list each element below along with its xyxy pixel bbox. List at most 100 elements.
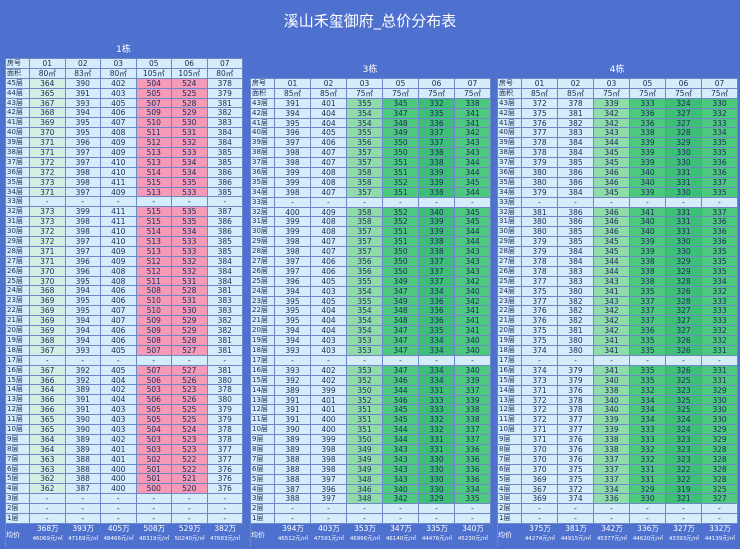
price-cell: 373: [30, 207, 66, 218]
price-cell: 372: [558, 484, 594, 495]
floor-label: 33层: [251, 197, 275, 208]
floor-label: 40层: [6, 128, 30, 139]
price-cell: 402: [101, 434, 137, 445]
price-cell: 392: [65, 375, 101, 386]
price-cell: 340: [630, 217, 666, 228]
unit-number: 07: [702, 79, 738, 89]
price-cell: 397: [311, 474, 347, 485]
price-cell: 376: [558, 435, 594, 445]
price-cell: 530: [172, 118, 208, 129]
price-cell: 337: [702, 207, 738, 218]
price-cell: 378: [522, 148, 558, 159]
price-cell: 397: [311, 494, 347, 505]
price-cell: 326: [666, 365, 702, 376]
price-cell: -: [666, 355, 702, 366]
price-cell: 346: [383, 395, 419, 406]
price-cell: 514: [136, 227, 172, 238]
floor-label: 10层: [498, 425, 522, 436]
price-cell: 348: [383, 306, 419, 317]
price-cell: 333: [630, 435, 666, 445]
price-cell: 340: [455, 346, 491, 356]
header-label: 房号: [6, 59, 30, 69]
floor-label: 2层: [6, 504, 30, 514]
price-cell: 356: [347, 266, 383, 277]
average-cell: 332万 44139元/㎡: [702, 524, 738, 548]
price-cell: 398: [275, 148, 311, 159]
price-cell: 379: [522, 237, 558, 248]
price-cell: 372: [30, 237, 66, 247]
price-cell: 401: [311, 405, 347, 416]
price-cell: 338: [455, 98, 491, 109]
price-cell: 513: [136, 237, 172, 247]
unit-area: 75㎡: [455, 88, 491, 99]
floor-label: 4层: [498, 484, 522, 495]
price-cell: 375: [558, 464, 594, 475]
price-cell: 525: [172, 405, 208, 416]
price-cell: 406: [101, 326, 137, 336]
price-cell: 397: [65, 187, 101, 198]
price-cell: 535: [172, 177, 208, 188]
price-cell: 529: [172, 316, 208, 327]
price-cell: 508: [136, 335, 172, 346]
header-label: 面积: [6, 68, 30, 79]
building-name: 3栋: [362, 65, 378, 75]
price-cell: -: [65, 355, 101, 366]
price-cell: -: [30, 494, 66, 505]
price-cell: 329: [630, 484, 666, 495]
price-cell: 388: [65, 454, 101, 465]
price-cell: 337: [419, 266, 455, 277]
price-cell: 341: [455, 118, 491, 129]
price-cell: 377: [522, 296, 558, 307]
price-cell: 378: [522, 266, 558, 277]
price-cell: 389: [65, 434, 101, 445]
price-cell: 385: [207, 157, 243, 168]
price-cell: 336: [702, 158, 738, 169]
price-cell: 382: [558, 296, 594, 307]
price-cell: 334: [419, 336, 455, 347]
price-cell: 362: [30, 484, 66, 495]
price-cell: 524: [172, 78, 208, 89]
price-cell: 344: [455, 168, 491, 178]
floor-label: 38层: [498, 148, 522, 159]
price-cell: -: [65, 504, 101, 514]
price-cell: 338: [630, 276, 666, 287]
price-cell: 376: [522, 118, 558, 129]
price-cell: 334: [594, 484, 630, 495]
floor-label: 34层: [6, 187, 30, 198]
price-cell: 394: [275, 108, 311, 119]
price-cell: 334: [419, 365, 455, 376]
price-cell: 408: [311, 227, 347, 238]
price-cell: 408: [311, 217, 347, 228]
price-cell: -: [702, 504, 738, 515]
price-cell: 384: [207, 128, 243, 139]
price-cell: -: [136, 513, 172, 524]
floor-label: 39层: [251, 138, 275, 149]
price-cell: 395: [275, 316, 311, 327]
floor-label: 41层: [251, 118, 275, 129]
price-cell: 515: [136, 177, 172, 188]
floor-label: 38层: [251, 148, 275, 159]
price-cell: 330: [419, 464, 455, 475]
unit-area: 75㎡: [383, 88, 419, 99]
price-cell: 381: [207, 335, 243, 346]
header-label: 房号: [498, 79, 522, 89]
price-cell: 351: [383, 187, 419, 198]
price-cell: 386: [558, 207, 594, 218]
floor-label: 12层: [251, 405, 275, 416]
price-cell: 354: [347, 316, 383, 327]
price-cell: 523: [172, 444, 208, 455]
price-cell: -: [702, 514, 738, 525]
price-cell: 533: [172, 237, 208, 247]
floor-label: 5层: [6, 474, 30, 485]
price-cell: 524: [172, 424, 208, 435]
price-cell: -: [207, 355, 243, 366]
price-cell: 353: [347, 365, 383, 376]
price-cell: 407: [311, 148, 347, 159]
price-cell: 328: [702, 454, 738, 465]
price-cell: 374: [522, 365, 558, 376]
floor-label: 17层: [6, 355, 30, 366]
price-cell: 504: [136, 424, 172, 435]
price-cell: 335: [630, 336, 666, 347]
price-cell: 328: [702, 474, 738, 485]
floor-label: 3层: [6, 494, 30, 505]
